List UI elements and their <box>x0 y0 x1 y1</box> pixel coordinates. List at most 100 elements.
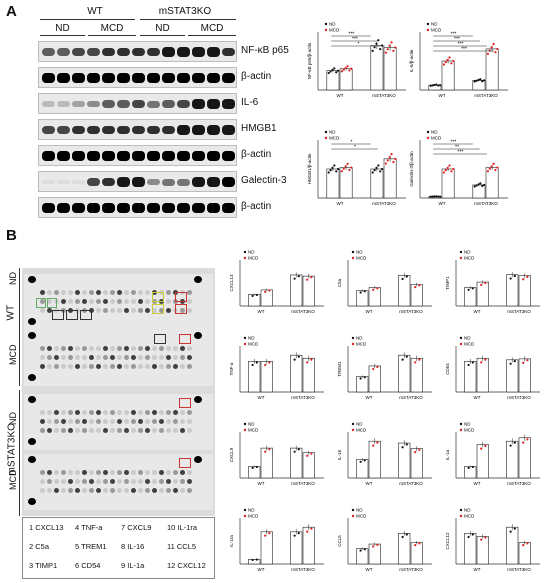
wb-row-label: IL-6 <box>241 97 259 108</box>
array-spot <box>124 479 129 484</box>
array-spot <box>96 346 101 351</box>
bar <box>248 294 261 307</box>
data-point <box>372 288 375 291</box>
data-point <box>363 376 366 379</box>
y-axis-label: CD54 <box>445 363 450 375</box>
data-point <box>446 58 449 61</box>
wb-band <box>207 99 220 109</box>
array-spot <box>180 428 185 433</box>
array-spot <box>159 488 164 493</box>
array-membrane <box>24 394 213 450</box>
data-point <box>431 195 434 198</box>
data-point <box>340 170 343 173</box>
bar <box>506 359 519 393</box>
array-spot <box>131 299 136 304</box>
x-tick-label: mSTAT3KO <box>507 309 531 314</box>
legend-marker-nd <box>243 336 247 340</box>
array-spot <box>75 290 80 295</box>
wb-row <box>38 119 237 140</box>
data-point <box>394 157 397 160</box>
bar <box>383 47 397 91</box>
wb-band <box>132 203 145 213</box>
legend-label-nd: ND <box>464 336 471 341</box>
bar <box>248 466 261 479</box>
data-point <box>359 291 362 294</box>
x-tick-label: mSTAT3KO <box>399 481 423 486</box>
data-point <box>490 46 493 49</box>
array-spot <box>61 346 66 351</box>
array-spot <box>145 428 150 433</box>
data-point <box>513 274 516 278</box>
array-spot <box>96 479 101 484</box>
wb-band <box>207 47 220 57</box>
array-spot <box>159 479 164 484</box>
data-point <box>483 79 486 82</box>
wb-band <box>57 125 70 135</box>
data-point <box>418 358 421 361</box>
array-spot <box>173 419 178 424</box>
x-tick-label: WT <box>258 481 265 486</box>
array-legend: 1 CXCL13 4 TNF-a 7 CXCL9 10 IL-1ra 2 C5a… <box>22 517 215 579</box>
array-spot <box>187 410 192 415</box>
data-point <box>450 62 453 65</box>
bar <box>290 354 303 393</box>
wb-band <box>117 151 130 161</box>
array-spot <box>47 299 52 304</box>
data-point <box>363 459 366 462</box>
x-tick-label: WT <box>366 395 373 400</box>
data-point <box>363 548 366 551</box>
legend-marker-nd <box>243 422 247 426</box>
bar <box>476 536 489 565</box>
array-spot <box>138 488 143 493</box>
array-spot <box>124 419 129 424</box>
y-axis-label: CXCL9 <box>229 447 234 462</box>
legend-label-mcd: MCD <box>248 514 259 519</box>
wb-band <box>57 151 70 161</box>
sig-label: * <box>358 42 360 48</box>
legend-marker-nd <box>459 250 463 254</box>
data-point <box>342 68 345 71</box>
wb-band <box>162 151 175 161</box>
array-spot <box>82 355 87 360</box>
array-spot <box>117 355 122 360</box>
array-spot <box>40 410 45 415</box>
legend-marker-nd <box>459 422 463 426</box>
data-point <box>484 281 487 285</box>
array-spot <box>166 410 171 415</box>
array-spot <box>40 364 45 369</box>
array-row-mcd2: MCD <box>8 469 18 491</box>
array-spot <box>61 479 66 484</box>
array-spot <box>131 470 136 475</box>
array-spot <box>159 346 164 351</box>
wb-band <box>192 177 205 187</box>
wb-band <box>177 125 190 135</box>
array-spot <box>54 479 59 484</box>
bar <box>506 440 519 479</box>
bar <box>302 452 315 479</box>
wb-band <box>102 73 115 83</box>
legend-marker-nd <box>243 508 247 512</box>
legend-label-nd: ND <box>248 250 255 255</box>
bar <box>506 274 519 307</box>
wb-band <box>147 100 160 108</box>
wb-band <box>147 47 160 57</box>
array-spot <box>152 470 157 475</box>
data-point <box>337 69 340 72</box>
wb-band <box>72 125 85 135</box>
data-point <box>379 47 382 51</box>
y-axis-label: CXCL13 <box>229 274 234 292</box>
array-spot <box>173 488 178 493</box>
array-spot <box>75 479 80 484</box>
array-spot <box>173 355 178 360</box>
wb-row <box>38 197 237 218</box>
data-point <box>483 183 486 187</box>
wb-band <box>117 177 130 187</box>
array-spot <box>103 488 108 493</box>
array-spot <box>117 364 122 369</box>
data-point <box>437 195 440 198</box>
array-spot <box>68 299 73 304</box>
